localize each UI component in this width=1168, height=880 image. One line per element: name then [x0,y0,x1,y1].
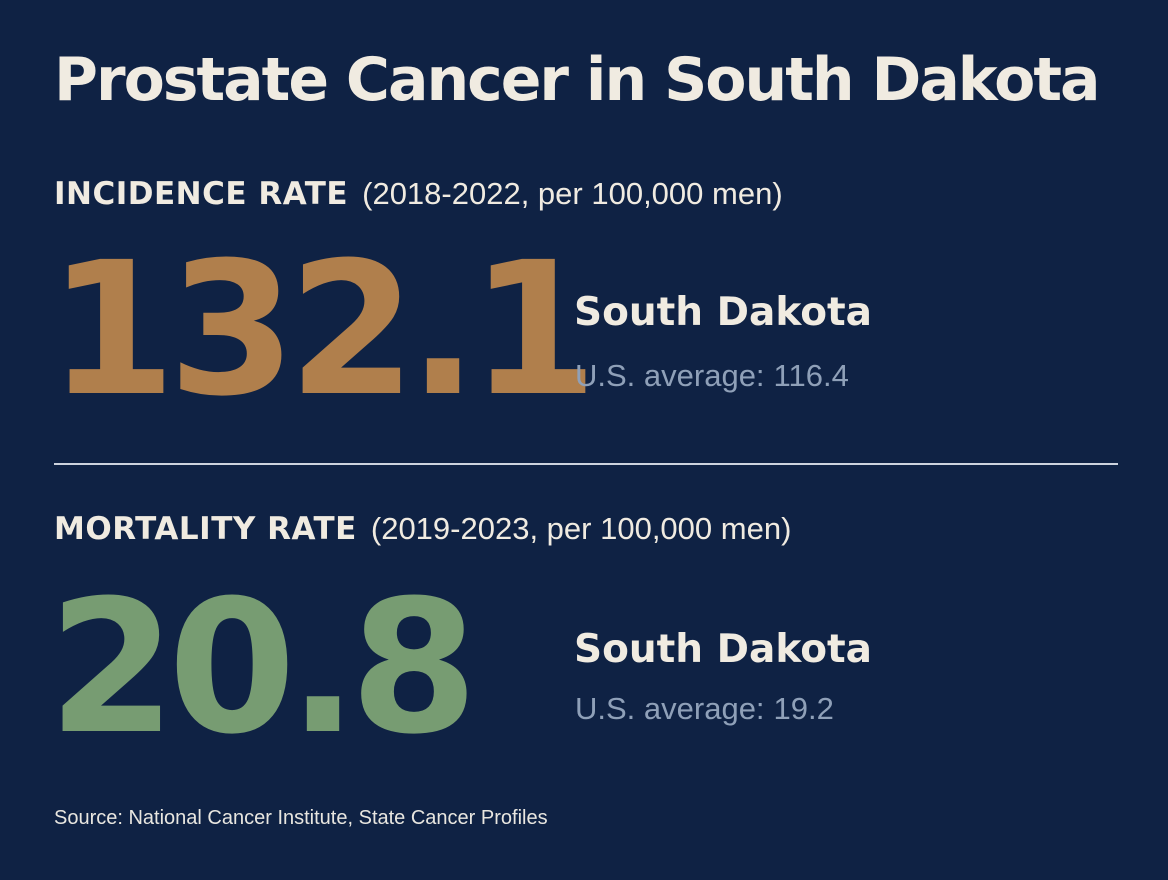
mortality-value: 20.8 [48,561,478,775]
incidence-period: (2018-2022, per 100,000 men) [362,176,783,211]
incidence-us-average-value: 116.4 [773,358,849,393]
mortality-label: MORTALITY RATE [54,511,357,547]
mortality-header: MORTALITY RATE (2019-2023, per 100,000 me… [54,509,791,555]
incidence-label: INCIDENCE RATE [54,176,349,212]
mortality-us-average-value: 19.2 [773,691,834,726]
incidence-header: INCIDENCE RATE (2018-2022, per 100,000 me… [54,174,783,220]
section-divider [54,463,1118,465]
mortality-region: South Dakota [574,627,872,672]
mortality-us-average-label: U.S. average: [575,691,765,726]
incidence-region: South Dakota [574,290,872,335]
mortality-us-average: U.S. average: 19.2 [575,689,834,729]
incidence-us-average-label: U.S. average: [575,358,765,393]
mortality-period: (2019-2023, per 100,000 men) [370,511,792,546]
incidence-us-average: U.S. average: 116.4 [575,356,849,396]
page-title: Prostate Cancer in South Dakota [54,45,1100,115]
incidence-value: 132.1 [48,223,598,437]
source-note: Source: National Cancer Institute, State… [54,807,548,829]
